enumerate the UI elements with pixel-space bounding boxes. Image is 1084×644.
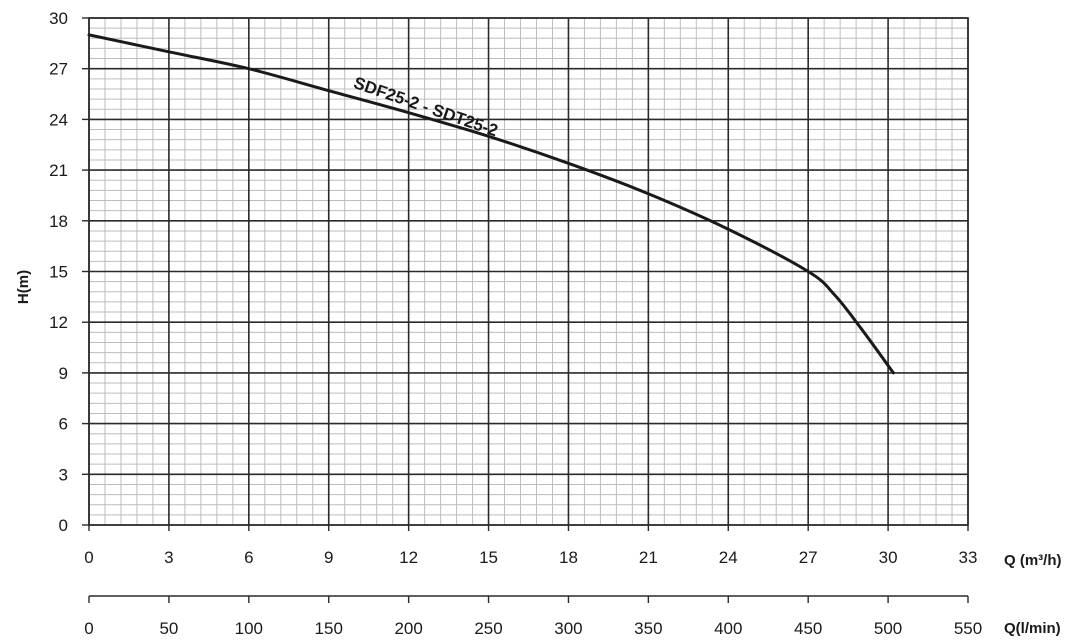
series-line <box>87 33 895 375</box>
y-tick-label: 9 <box>59 364 68 383</box>
y-tick-label: 0 <box>59 516 68 535</box>
y-tick-label: 18 <box>49 212 68 231</box>
y-tick-label: 15 <box>49 263 68 282</box>
x2-tick-label: 250 <box>474 619 502 638</box>
y-tick-label: 30 <box>49 9 68 28</box>
series-label: SDF25-2 - SDT25-2 <box>351 73 500 140</box>
x2-tick-label: 400 <box>714 619 742 638</box>
y-tick-label: 27 <box>49 60 68 79</box>
major-grid <box>88 17 969 526</box>
x2-tick-label: 500 <box>874 619 902 638</box>
x2-tick-label: 200 <box>394 619 422 638</box>
y-axis-title: H(m) <box>15 270 32 304</box>
x-tick-label: 9 <box>324 548 333 567</box>
x2-tick-label: 350 <box>634 619 662 638</box>
x2-tick-label: 300 <box>554 619 582 638</box>
y-tick-label: 21 <box>49 161 68 180</box>
series-group <box>87 33 895 375</box>
x-tick-label: 0 <box>84 548 93 567</box>
axes <box>82 17 969 603</box>
x2-tick-label: 150 <box>315 619 343 638</box>
x-tick-label: 24 <box>719 548 738 567</box>
x2-tick-label: 50 <box>159 619 178 638</box>
x-axis-title: Q (m³/h) <box>1004 552 1062 569</box>
y-tick-label: 24 <box>49 110 68 129</box>
x2-tick-label: 550 <box>954 619 982 638</box>
x2-axis-title: Q(l/min) <box>1004 620 1061 637</box>
x-tick-label: 18 <box>559 548 578 567</box>
x-tick-label: 33 <box>959 548 978 567</box>
x-tick-label: 15 <box>479 548 498 567</box>
x2-tick-label: 0 <box>84 619 93 638</box>
x-tick-label: 21 <box>639 548 658 567</box>
x-tick-label: 30 <box>879 548 898 567</box>
x2-tick-label: 100 <box>235 619 263 638</box>
y-tick-label: 12 <box>49 313 68 332</box>
x-tick-label: 12 <box>399 548 418 567</box>
y-tick-label: 6 <box>59 415 68 434</box>
x2-tick-label: 450 <box>794 619 822 638</box>
x-tick-label: 3 <box>164 548 173 567</box>
x-tick-label: 27 <box>799 548 818 567</box>
x-tick-label: 6 <box>244 548 253 567</box>
y-tick-label: 3 <box>59 465 68 484</box>
